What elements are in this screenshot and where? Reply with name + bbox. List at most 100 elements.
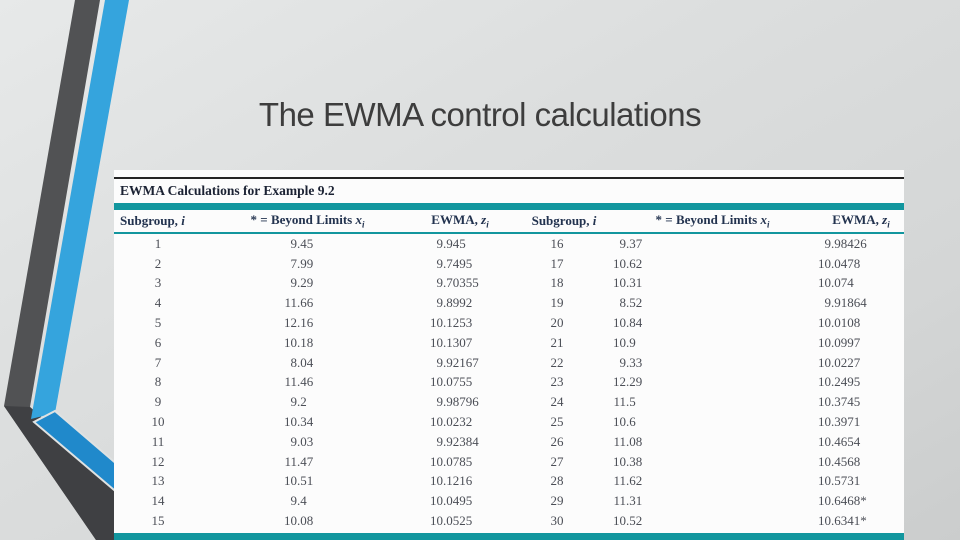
table-cell: 9 (154, 394, 162, 410)
table-cell: 10.6 (613, 414, 636, 430)
table-cell: 10.6468* (818, 493, 867, 509)
table-cell: 10.38 (613, 453, 643, 469)
table-row: 10 10.34 10.0232 25 10.6 10.3971 (114, 412, 904, 432)
table-cell: 1 (154, 235, 162, 251)
table-row: 1 9.45 9.945 16 9.37 9.98426 (114, 233, 904, 254)
table-cell: 9.37 (619, 235, 643, 251)
table-cell: 10.6341* (818, 513, 867, 529)
table-cell: 9.8992 (436, 295, 473, 311)
table-cell: 18 (550, 275, 564, 291)
table-cell: 10.18 (284, 334, 314, 350)
table-row: 3 9.29 9.70355 18 10.31 10.074 (114, 274, 904, 294)
table-row: 15 10.08 10.0525 30 10.52 10.6341* (114, 511, 904, 531)
table-row: 13 10.51 10.1216 28 11.62 10.5731 (114, 472, 904, 492)
table-top-accent-bar (114, 203, 904, 210)
table-cell: 10.08 (284, 513, 314, 529)
table-cell: 10 (151, 414, 165, 430)
table-cell: 9.7495 (436, 255, 473, 271)
table-row: 14 9.4 10.0495 29 11.31 10.6468* (114, 491, 904, 511)
table-cell: 10.0495 (430, 493, 473, 509)
table-cell: 9.98796 (436, 394, 479, 410)
slide-title: The EWMA control calculations (258, 96, 702, 133)
column-header: * = Beyond Limits xi (250, 212, 365, 230)
table-cell: 10.0997 (818, 334, 861, 350)
table-cell: 8.04 (290, 354, 314, 370)
column-header: EWMA, zi (431, 212, 489, 230)
table-cell: 11.46 (284, 374, 314, 390)
table-cell: 12 (151, 453, 165, 469)
table-cell: 10.5731 (818, 473, 861, 489)
table-cell: 10.0232 (430, 414, 473, 430)
table-panel: EWMA Calculations for Example 9.2 Subgro… (114, 170, 904, 540)
table-cell: 7.99 (290, 255, 314, 271)
table-row: 6 10.18 10.1307 21 10.9 10.0997 (114, 333, 904, 353)
table-cell: 23 (550, 374, 564, 390)
table-cell: 10.0108 (818, 315, 861, 331)
table-cell: 10.074 (818, 275, 854, 291)
table-cell: 8 (154, 374, 162, 390)
table-cell: 11.62 (613, 473, 643, 489)
table-cell: 9.70355 (436, 275, 479, 291)
table-cell: 8.52 (619, 295, 643, 311)
table-cell: 9.92384 (436, 433, 479, 449)
table-cell: 27 (550, 453, 564, 469)
table-cell: 10.34 (284, 414, 314, 430)
table-row: 9 9.2 9.98796 24 11.5 10.3745 (114, 392, 904, 412)
table-cell: 11 (151, 433, 165, 449)
table-cell: 10.0525 (430, 513, 473, 529)
table-cell: 10.0785 (430, 453, 473, 469)
table-cell: 10.1216 (430, 473, 473, 489)
table-caption: EWMA Calculations for Example 9.2 (120, 183, 335, 198)
table-cell: 9.29 (290, 275, 314, 291)
ewma-table: Subgroup, i * = Beyond Limits xi EWMA, zi S… (114, 210, 904, 531)
table-cell: 4 (154, 295, 162, 311)
table-cell: 14 (151, 493, 165, 509)
table-cell: 26 (550, 433, 564, 449)
table-cell: 12.29 (613, 374, 643, 390)
table-cell: 3 (154, 275, 162, 291)
table-cell: 9.92167 (436, 354, 479, 370)
table-cell: 22 (550, 354, 564, 370)
table-cell: 10.1253 (430, 315, 473, 331)
table-cell: 10.3745 (818, 394, 861, 410)
table-top-rule (114, 177, 904, 179)
table-cell: 21 (550, 334, 564, 350)
table-cell: 10.4568 (818, 453, 861, 469)
table-cell: 9.98426 (824, 235, 867, 251)
table-cell: 9.2 (290, 394, 307, 410)
table-cell: 9.33 (619, 354, 643, 370)
table-cell: 20 (550, 315, 564, 331)
table-header-row: Subgroup, i * = Beyond Limits xi EWMA, zi S… (114, 210, 904, 233)
table-row: 11 9.03 9.92384 26 11.08 10.4654 (114, 432, 904, 452)
table-cell: 10.62 (613, 255, 643, 271)
table-cell: 5 (154, 315, 162, 331)
table-cell: 10.0755 (430, 374, 473, 390)
column-header: EWMA, zi (832, 212, 890, 230)
table-cell: 28 (550, 473, 564, 489)
table-cell: 11.66 (284, 295, 314, 311)
table-cell: 11.5 (613, 394, 636, 410)
table-cell: 25 (550, 414, 564, 430)
table-cell: 10.1307 (430, 334, 473, 350)
table-cell: 10.84 (613, 315, 643, 331)
table-bottom-accent-bar (114, 533, 904, 540)
table-cell: 16 (550, 235, 564, 251)
table-cell: 15 (151, 513, 165, 529)
table-cell: 9.91864 (824, 295, 867, 311)
table-cell: 7 (154, 354, 162, 370)
table-cell: 2 (154, 255, 162, 271)
column-header: * = Beyond Limits xi (655, 212, 770, 230)
table-cell: 12.16 (284, 315, 314, 331)
table-cell: 11.47 (284, 453, 314, 469)
table-cell: 10.51 (284, 473, 314, 489)
table-row: 7 8.04 9.92167 22 9.33 10.0227 (114, 353, 904, 373)
table-row: 2 7.99 9.7495 17 10.62 10.0478 (114, 254, 904, 274)
table-cell: 9.03 (290, 433, 314, 449)
table-row: 4 11.66 9.8992 19 8.52 9.91864 (114, 293, 904, 313)
table-cell: 10.0478 (818, 255, 861, 271)
table-cell: 9.945 (436, 235, 466, 251)
table-cell: 11.31 (613, 493, 643, 509)
table-cell: 17 (550, 255, 564, 271)
table-cell: 10.52 (613, 513, 643, 529)
